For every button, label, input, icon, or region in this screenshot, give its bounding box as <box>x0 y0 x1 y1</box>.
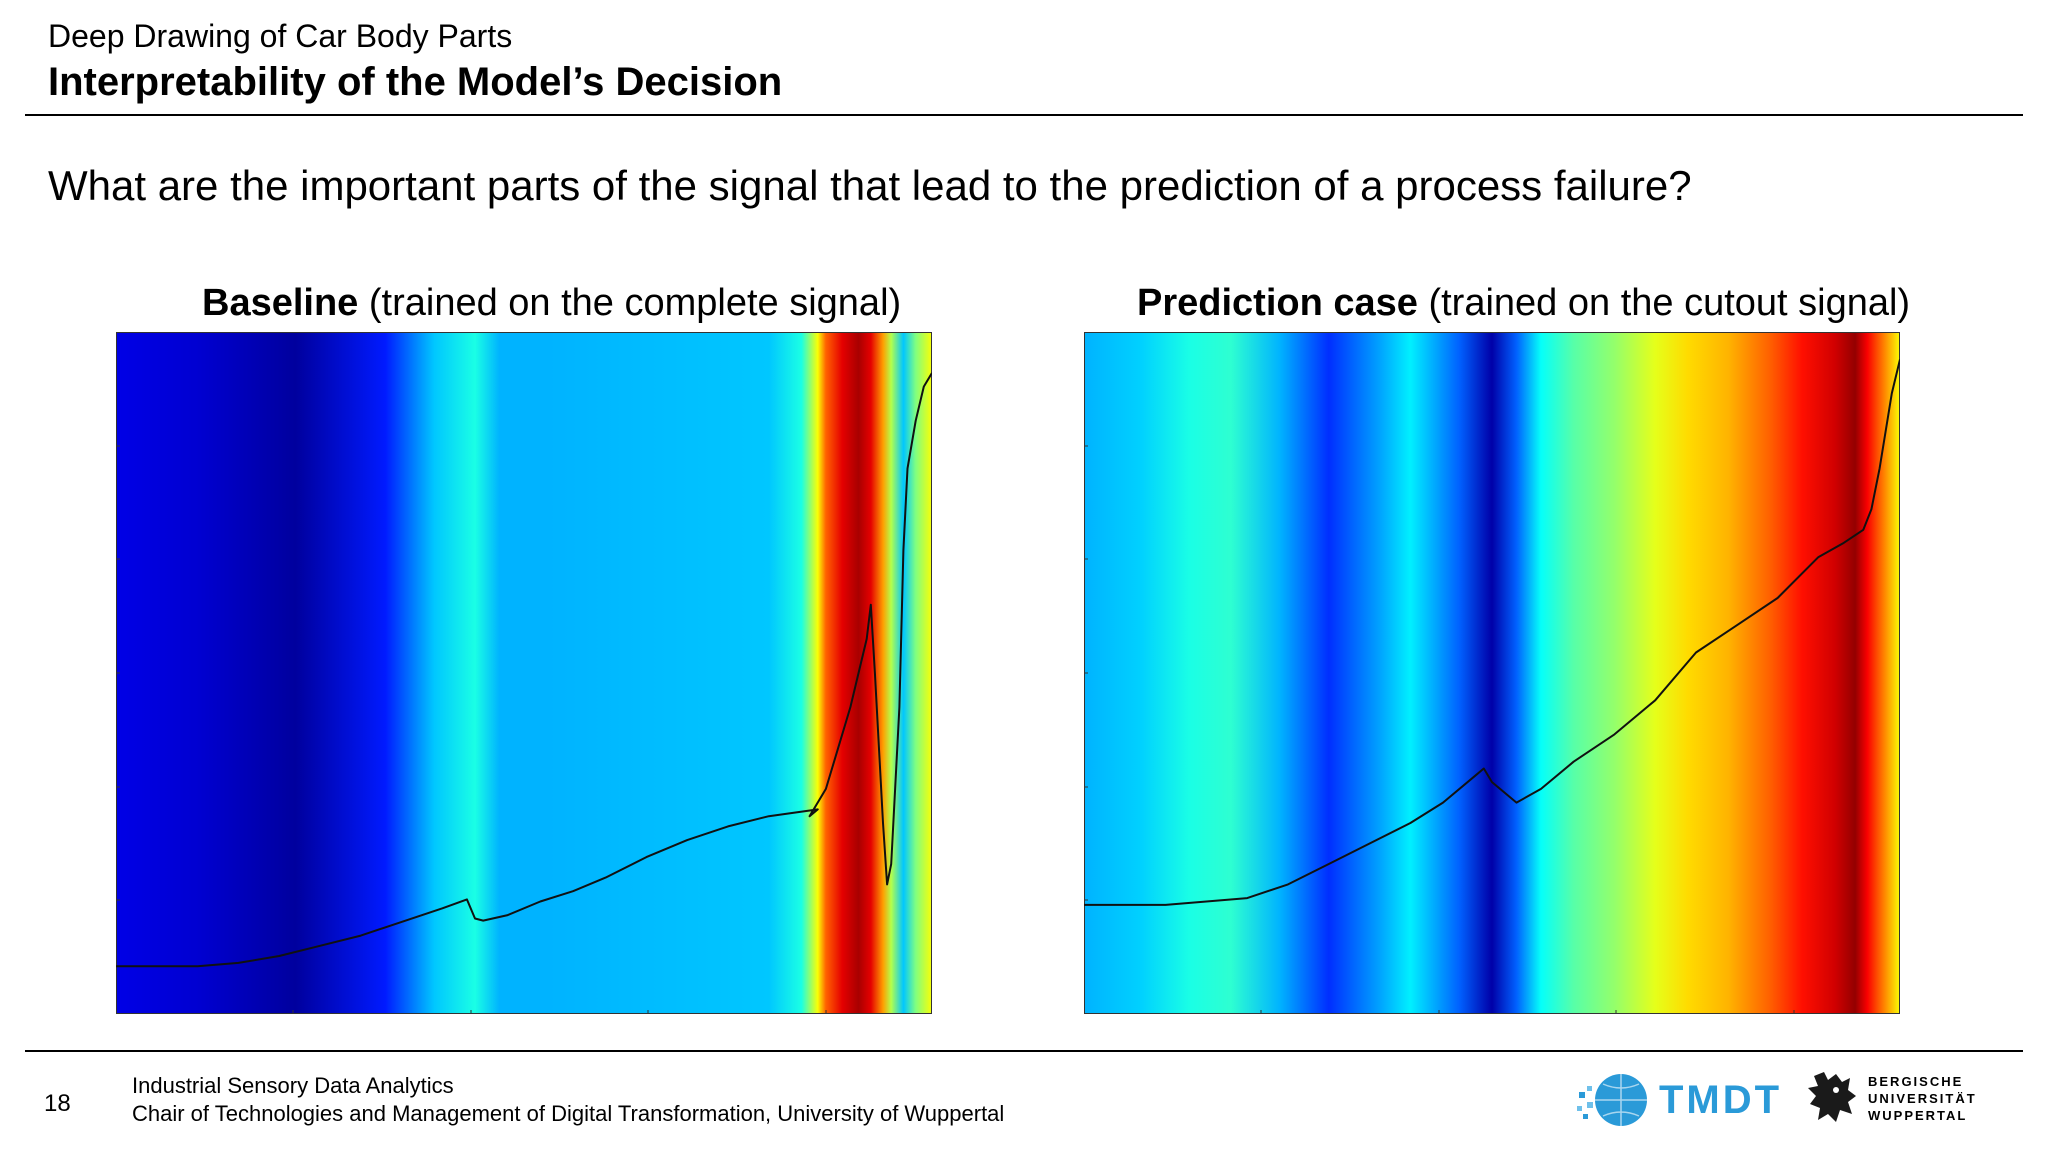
slide-title: Interpretability of the Model’s Decision <box>48 60 783 104</box>
header-divider <box>25 114 2023 116</box>
tmdt-logo-text: TMDT <box>1659 1077 1783 1122</box>
university-line-3: WUPPERTAL <box>1868 1107 1968 1123</box>
page-number: 18 <box>44 1090 71 1117</box>
chart-prediction <box>1084 332 1900 1014</box>
globe-icon <box>1577 1074 1647 1126</box>
university-logo-text: BERGISCHE UNIVERSITÄT WUPPERTAL <box>1868 1073 1977 1124</box>
footer-line-2: Chair of Technologies and Management of … <box>132 1101 1005 1126</box>
chart-title-baseline: Baseline (trained on the complete signal… <box>202 282 901 325</box>
university-line-1: BERGISCHE <box>1868 1073 1964 1089</box>
heatmap-background <box>1084 332 1900 1014</box>
plot-frame <box>1084 332 1900 1014</box>
footer-line-1: Industrial Sensory Data Analytics <box>132 1073 454 1098</box>
university-line-2: UNIVERSITÄT <box>1868 1090 1977 1106</box>
chart-title-prediction-rest: (trained on the cutout signal) <box>1417 282 1911 324</box>
lion-crest-icon <box>1808 1072 1856 1122</box>
slide-subtitle: Deep Drawing of Car Body Parts <box>48 18 513 54</box>
chart-title-baseline-rest: (trained on the complete signal) <box>358 282 902 324</box>
chart-title-prediction-bold: Prediction case <box>1137 282 1418 324</box>
footer-divider <box>25 1050 2023 1052</box>
question-text: What are the important parts of the sign… <box>48 162 1692 209</box>
plot-frame <box>116 332 932 1014</box>
chart-baseline <box>116 332 932 1014</box>
university-logo: BERGISCHE UNIVERSITÄT WUPPERTAL <box>1806 1070 1977 1126</box>
signal-line <box>116 372 932 968</box>
chart-title-prediction: Prediction case (trained on the cutout s… <box>1137 282 1910 325</box>
chart-title-baseline-bold: Baseline <box>202 282 359 324</box>
heatmap-background <box>116 332 932 1014</box>
signal-line <box>1084 359 1900 906</box>
tmdt-logo: TMDT <box>1575 1072 1782 1128</box>
